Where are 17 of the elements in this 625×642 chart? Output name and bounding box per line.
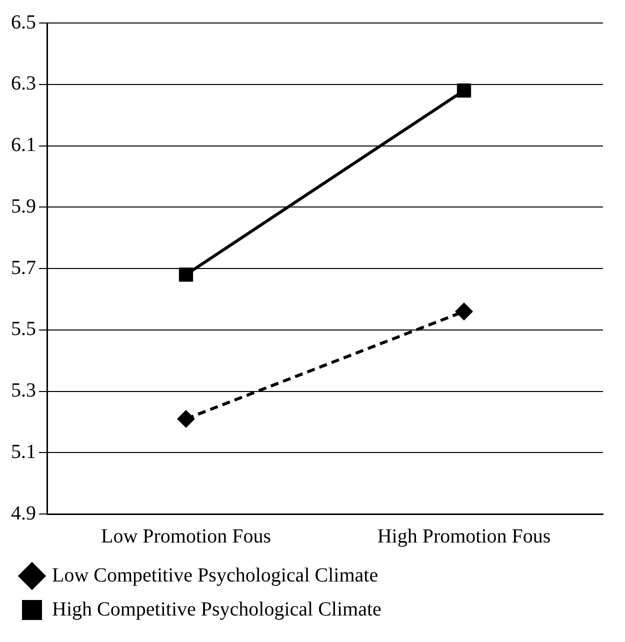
point [178, 268, 194, 282]
x-tick-label: Low Promotion Fous [100, 525, 272, 548]
x-tick-label: High Promotion Fous [377, 525, 551, 548]
y-tick-label: 5.7 [11, 256, 36, 279]
point [455, 302, 473, 320]
y-tick-label: 5.9 [11, 195, 36, 218]
y-tick-label: 6.3 [11, 72, 36, 95]
y-tick-label: 5.5 [11, 318, 36, 340]
y-tick-label: 5.1 [11, 440, 36, 463]
y-tick-label: 6.5 [11, 11, 36, 34]
legend-label: Low Competitive Psychological Climate [52, 564, 378, 586]
point [177, 410, 195, 428]
y-tick-label: 6.1 [11, 134, 36, 156]
y-tick-label: 5.3 [11, 380, 36, 402]
legend-label: High Competitive Psychological Climate [52, 598, 382, 620]
point [456, 83, 472, 98]
y-tick-label: 4.9 [11, 502, 36, 524]
